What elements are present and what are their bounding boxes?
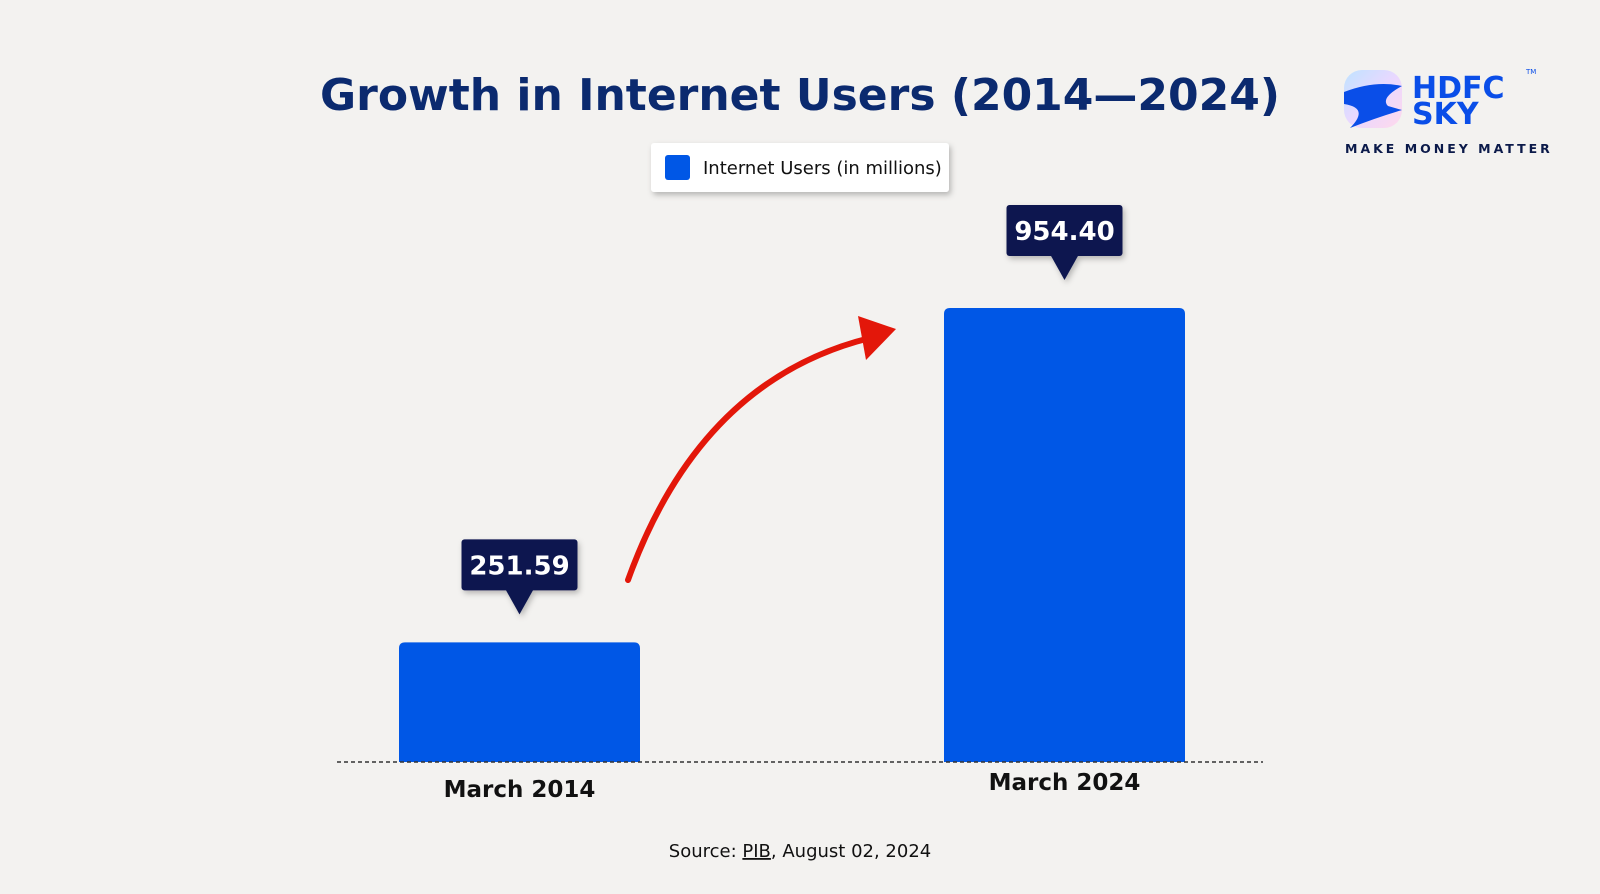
svg-text:MAKE MONEY MATTER: MAKE MONEY MATTER bbox=[1345, 141, 1553, 156]
data-label-box bbox=[1006, 205, 1123, 280]
bar bbox=[944, 308, 1185, 762]
logo: HDFC SKY TM MAKE MONEY MATTER bbox=[1344, 68, 1553, 156]
source-link[interactable]: PIB bbox=[742, 841, 771, 862]
svg-text:SKY: SKY bbox=[1412, 97, 1480, 132]
chart-title: Growth in Internet Users (2014—2024) bbox=[320, 70, 1280, 121]
bar bbox=[399, 642, 640, 762]
source-note: Source: PIB, August 02, 2024 bbox=[669, 841, 931, 862]
data-label-box bbox=[461, 539, 578, 615]
data-label: 954.40 bbox=[1014, 217, 1114, 247]
legend: Internet Users (in millions) bbox=[651, 143, 949, 192]
legend-box bbox=[651, 143, 949, 192]
legend-label: Internet Users (in millions) bbox=[703, 158, 942, 179]
legend-swatch bbox=[665, 155, 690, 180]
category-label: March 2024 bbox=[989, 770, 1141, 796]
category-label: March 2014 bbox=[444, 777, 596, 803]
svg-text:HDFC: HDFC bbox=[1412, 71, 1505, 106]
growth-arrow bbox=[625, 316, 896, 583]
svg-text:TM: TM bbox=[1525, 68, 1536, 76]
data-label: 251.59 bbox=[469, 551, 569, 581]
